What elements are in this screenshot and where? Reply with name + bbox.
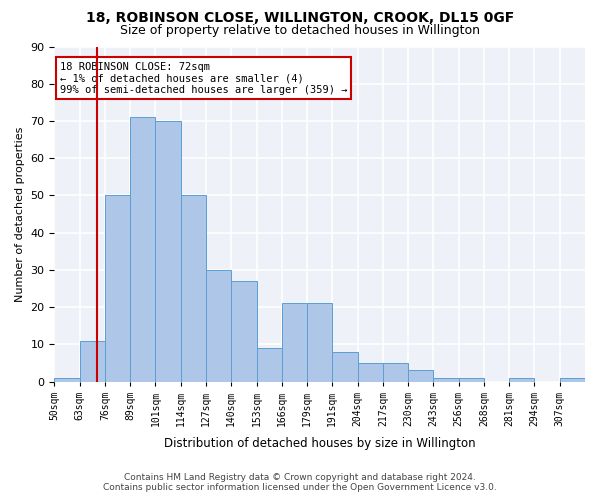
- Bar: [332, 352, 358, 382]
- Bar: [130, 117, 155, 382]
- Bar: [55, 378, 80, 382]
- Bar: [307, 304, 332, 382]
- Bar: [80, 340, 105, 382]
- Bar: [231, 281, 257, 382]
- Text: 18, ROBINSON CLOSE, WILLINGTON, CROOK, DL15 0GF: 18, ROBINSON CLOSE, WILLINGTON, CROOK, D…: [86, 11, 514, 25]
- Bar: [383, 363, 408, 382]
- Bar: [206, 270, 231, 382]
- Y-axis label: Number of detached properties: Number of detached properties: [15, 126, 25, 302]
- Bar: [433, 378, 458, 382]
- Bar: [105, 196, 130, 382]
- Bar: [560, 378, 585, 382]
- Bar: [155, 121, 181, 382]
- X-axis label: Distribution of detached houses by size in Willington: Distribution of detached houses by size …: [164, 437, 476, 450]
- Text: Contains HM Land Registry data © Crown copyright and database right 2024.
Contai: Contains HM Land Registry data © Crown c…: [103, 473, 497, 492]
- Bar: [181, 196, 206, 382]
- Bar: [282, 304, 307, 382]
- Bar: [408, 370, 433, 382]
- Bar: [509, 378, 535, 382]
- Bar: [358, 363, 383, 382]
- Text: 18 ROBINSON CLOSE: 72sqm
← 1% of detached houses are smaller (4)
99% of semi-det: 18 ROBINSON CLOSE: 72sqm ← 1% of detache…: [60, 62, 347, 95]
- Bar: [458, 378, 484, 382]
- Text: Size of property relative to detached houses in Willington: Size of property relative to detached ho…: [120, 24, 480, 37]
- Bar: [257, 348, 282, 382]
